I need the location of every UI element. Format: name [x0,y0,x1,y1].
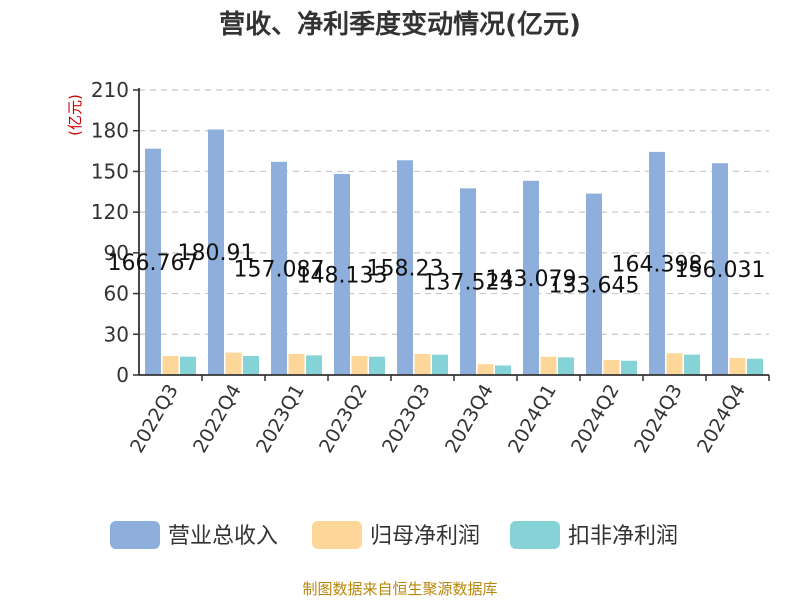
legend: 营业总收入 归母净利润 扣非净利润 [110,521,678,549]
y-tick-labels: 0 30 60 90 120 150 180 210 [91,78,129,387]
data-label: 157.087 [234,257,325,282]
bar [684,354,700,375]
y-axis-label: (亿元) [66,94,84,136]
bar [540,356,557,375]
bar [180,356,196,375]
x-tick-labels: 2022Q3 2022Q4 2023Q1 2023Q2 2023Q3 2023Q4 2024… [126,381,750,457]
data-label: 137.523 [423,271,514,296]
y-tick-label: 150 [91,159,129,183]
y-tick-label: 90 [104,241,129,265]
x-tick-label: 2022Q4 [189,381,246,457]
bar [306,355,322,375]
bar [586,193,602,375]
x-tick-label: 2024Q4 [693,381,750,457]
bar [432,354,448,375]
bar [460,188,476,375]
bar [621,360,637,375]
bar [712,163,728,375]
bar [208,129,224,375]
x-tick-label: 2024Q2 [567,381,624,457]
bar [729,358,746,375]
bar [288,353,305,375]
bar [495,365,511,375]
bar [271,161,287,375]
data-label: 133.645 [549,273,640,298]
data-label: 143.079 [486,267,577,292]
bar [666,353,683,375]
bar [603,360,620,375]
y-tick-label: 120 [91,200,129,224]
x-tick-label: 2023Q4 [441,381,498,457]
data-label: 156.031 [675,258,766,283]
legend-label: 营业总收入 [168,524,278,549]
bar [397,160,413,375]
x-tick-label: 2022Q3 [126,381,183,457]
y-tick-label: 60 [104,282,129,306]
data-label: 148.133 [297,263,388,288]
bar [649,151,665,375]
bar [369,356,385,375]
bar [225,352,242,375]
x-tick-label: 2024Q1 [504,381,561,457]
chart-title: 营收、净利季度变动情况(亿元) [219,9,581,40]
x-tick-label: 2023Q1 [252,381,309,457]
data-label: 164.398 [612,252,703,277]
bar [162,356,179,375]
legend-swatch [312,521,362,549]
bar [558,357,574,375]
y-tick-label: 0 [116,363,129,387]
data-label: 166.767 [108,251,199,276]
legend-swatch [110,521,160,549]
x-tick-label: 2024Q3 [630,381,687,457]
legend-label: 归母净利润 [370,524,480,549]
data-label: 158.23 [367,257,444,282]
bar [747,358,763,375]
source-footer: 制图数据来自恒生聚源数据库 [302,580,497,598]
bar [414,353,431,375]
data-label: 180.91 [178,241,255,266]
y-tick-label: 180 [91,119,129,143]
legend-label: 扣非净利润 [568,524,678,549]
bar [477,364,494,375]
bar [523,180,539,375]
bar [145,148,161,375]
legend-swatch [510,521,560,549]
grid-lines [139,89,769,335]
bar [243,356,259,375]
bar [351,356,368,375]
y-tick-label: 210 [91,78,129,102]
x-tick-label: 2023Q3 [378,381,435,457]
bars [145,129,763,375]
bar [334,173,350,375]
data-labels: 166.767180.91157.087148.133158.23137.523… [108,241,766,298]
axes [133,88,770,381]
y-tick-label: 30 [104,322,129,346]
x-tick-label: 2023Q2 [315,381,372,457]
